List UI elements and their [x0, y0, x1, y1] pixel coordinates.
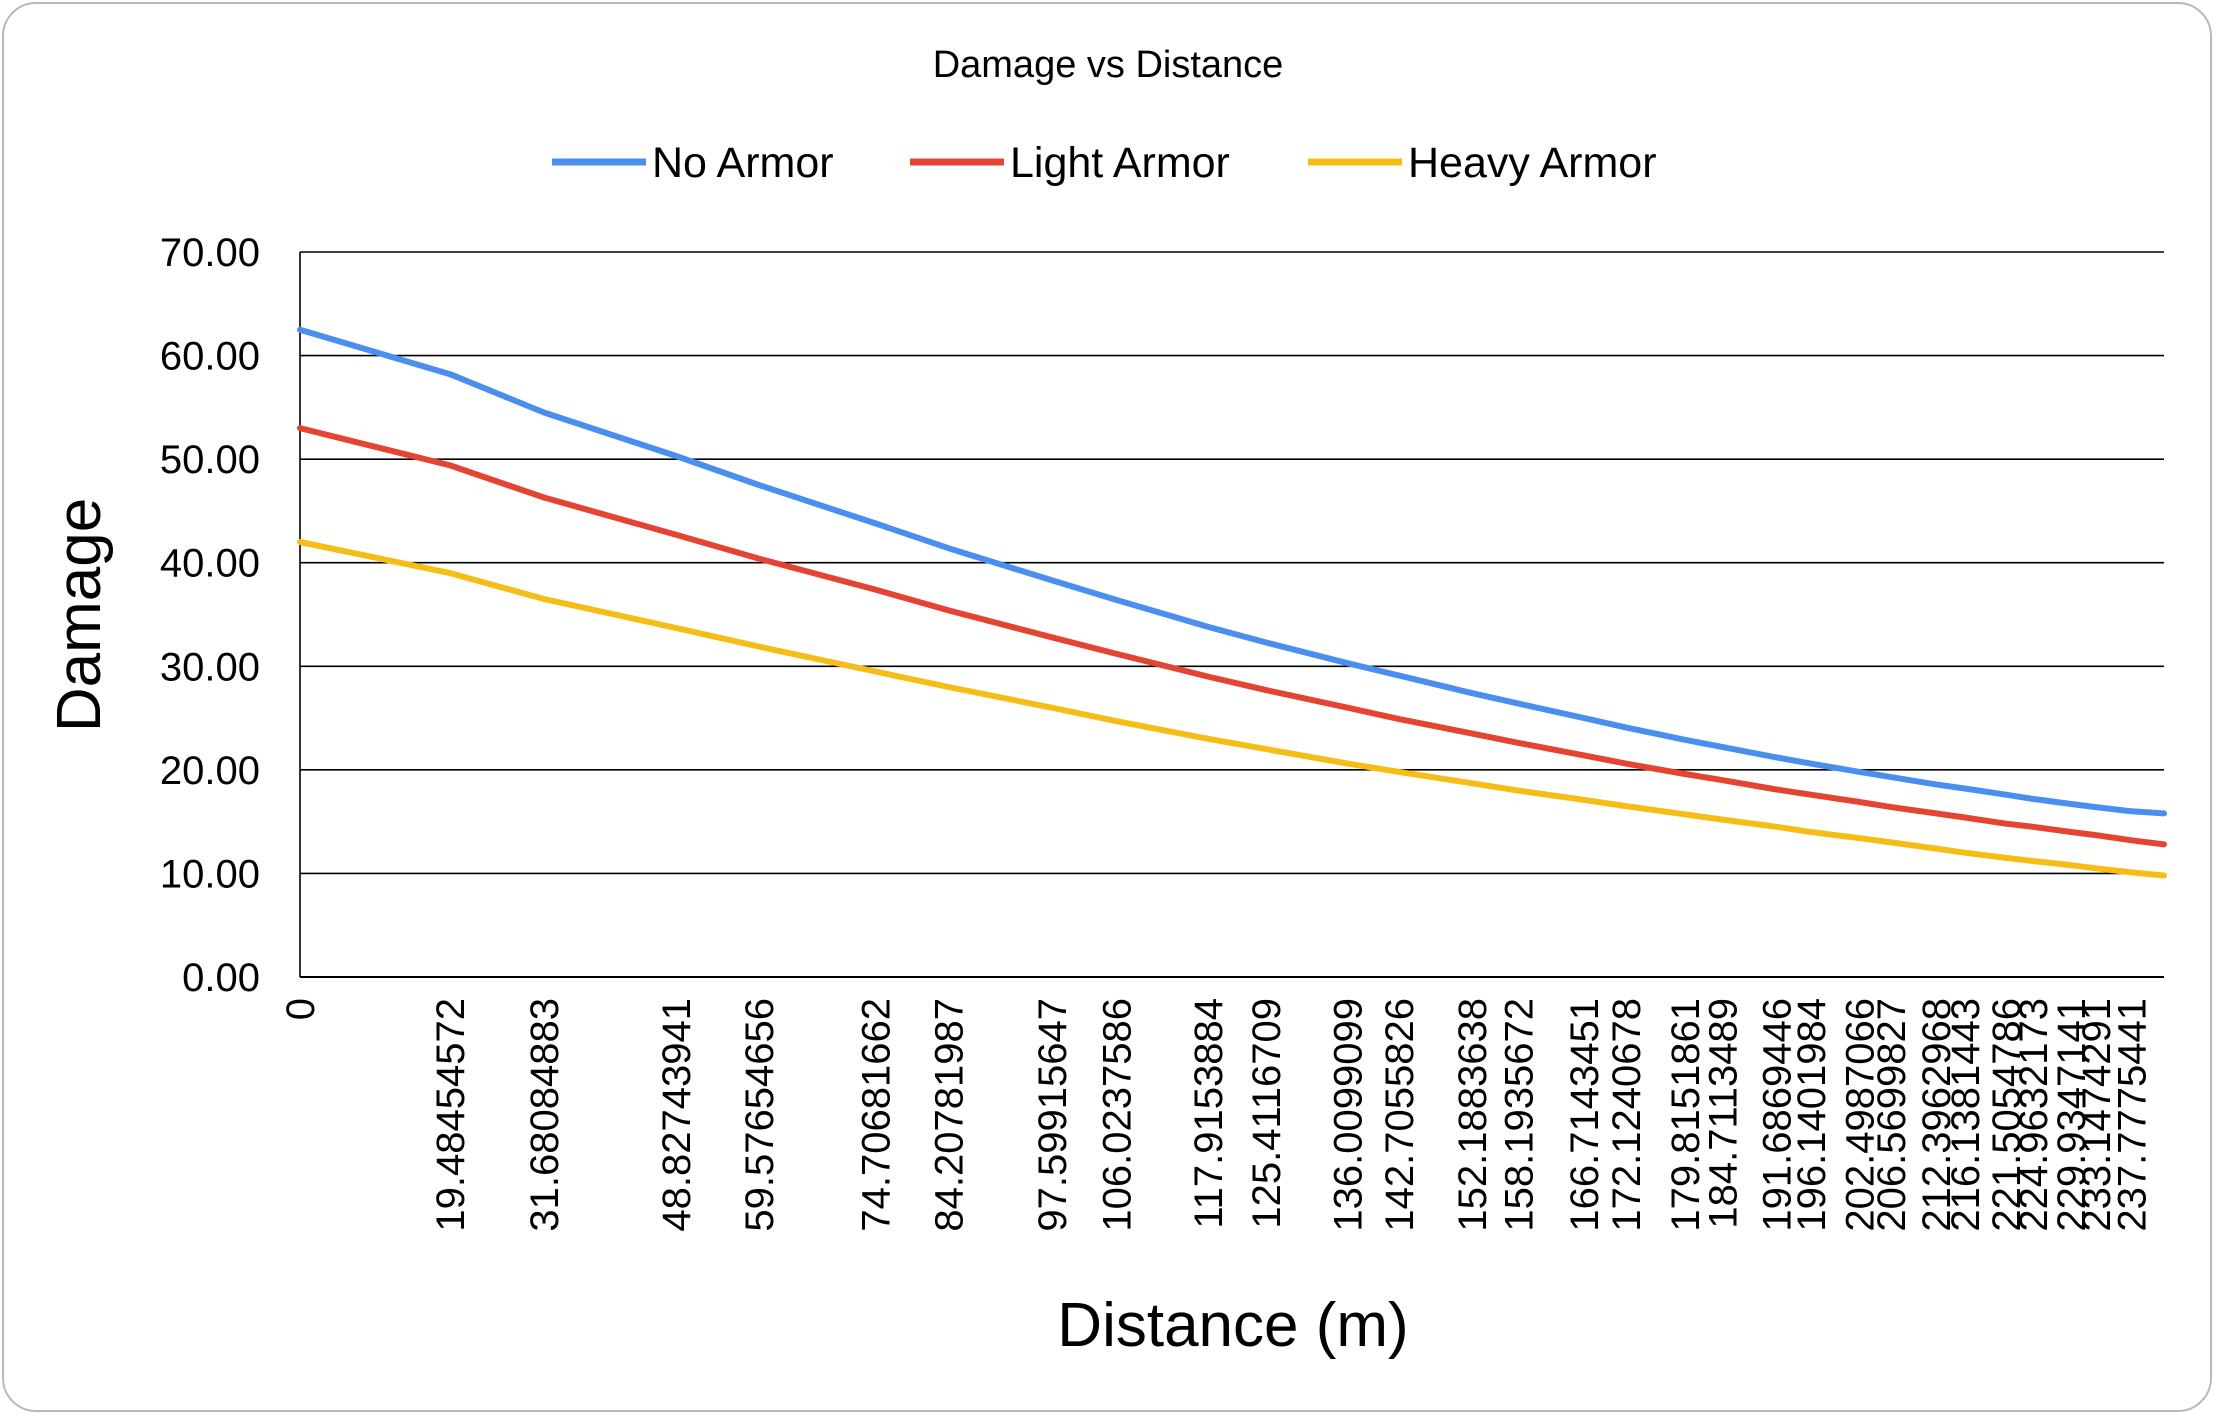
y-axis-ticks: 0.00 10.00 20.00 30.00 40.00 50.00 60.00 70.00	[160, 231, 260, 1000]
legend-item: Light Armor	[910, 139, 1230, 187]
x-tick-label: 172.1240678	[1605, 998, 1649, 1232]
legend-item: Heavy Armor	[1308, 139, 1657, 187]
series-line	[297, 326, 2167, 817]
x-tick-label: 233.1474291	[2075, 998, 2119, 1232]
x-tick-label: 237.7775441	[2110, 998, 2154, 1232]
x-tick-label: 216.1381443	[1944, 998, 1988, 1232]
x-tick-label: 117.9153884	[1187, 998, 1231, 1229]
y-tick-label: 60.00	[160, 335, 260, 379]
x-tick-label: 166.7143451	[1563, 998, 1607, 1232]
x-tick-label: 191.6869446	[1755, 998, 1799, 1232]
series-line	[297, 539, 2167, 879]
x-tick-label: 31.68084883	[523, 998, 567, 1232]
y-tick-label: 20.00	[160, 749, 260, 793]
y-tick-label: 30.00	[160, 645, 260, 689]
y-tick-label: 0.00	[182, 956, 260, 1000]
x-tick-label: 136.0099099	[1327, 998, 1371, 1232]
x-tick-label: 106.0237586	[1096, 998, 1140, 1232]
x-tick-label: 152.1883638	[1451, 998, 1495, 1232]
x-tick-label: 97.59915647	[1031, 998, 1075, 1232]
legend-label: No Armor	[652, 139, 834, 187]
gridlines	[299, 251, 2164, 978]
x-axis-ticks: 0 19.48454572 31.68084883 48.82743941 59.576…	[279, 998, 2154, 1232]
x-tick-label: 0	[279, 998, 323, 1020]
x-tick-label: 196.1401984	[1790, 998, 1834, 1232]
x-tick-label: 48.82743941	[655, 998, 699, 1232]
series-lines	[297, 326, 2167, 879]
y-tick-label: 70.00	[160, 231, 260, 275]
x-tick-label: 125.4116709	[1245, 998, 1289, 1229]
chart-legend: No Armor Light Armor Heavy Armor	[552, 139, 1657, 187]
y-axis-title: Damage	[45, 498, 114, 732]
x-tick-label: 202.4987066	[1839, 998, 1883, 1232]
legend-label: Light Armor	[1010, 139, 1230, 187]
x-tick-label: 84.20781987	[928, 998, 972, 1232]
x-tick-label: 221.5054786	[1985, 998, 2029, 1232]
chart-title: Damage vs Distance	[933, 44, 1284, 86]
x-tick-label: 184.7113489	[1702, 998, 1746, 1229]
x-tick-label: 19.48454572	[429, 998, 473, 1232]
x-tick-label: 224.9632173	[2012, 998, 2056, 1232]
y-tick-label: 40.00	[160, 542, 260, 586]
series-line	[297, 425, 2167, 848]
x-tick-label: 229.9347141	[2050, 998, 2094, 1232]
x-tick-label: 206.5699827	[1870, 998, 1914, 1232]
x-axis-title: Distance (m)	[1057, 1291, 1408, 1360]
legend-item: No Armor	[552, 139, 834, 187]
x-tick-label: 74.70681662	[854, 998, 898, 1232]
x-tick-label: 179.8151861	[1664, 998, 1708, 1232]
x-tick-label: 212.3962968	[1915, 998, 1959, 1232]
y-tick-label: 10.00	[160, 852, 260, 896]
y-tick-label: 50.00	[160, 438, 260, 482]
legend-label: Heavy Armor	[1408, 139, 1657, 187]
x-tick-label: 59.57654656	[738, 998, 782, 1232]
x-tick-label: 158.1935672	[1497, 998, 1541, 1232]
x-tick-label: 142.7055826	[1378, 998, 1422, 1232]
